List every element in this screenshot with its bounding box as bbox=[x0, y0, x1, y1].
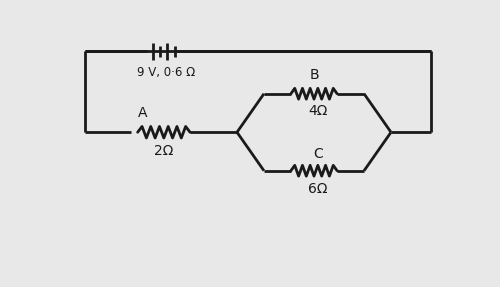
Text: B: B bbox=[309, 68, 319, 82]
Text: A: A bbox=[138, 106, 147, 120]
Text: C: C bbox=[313, 147, 322, 161]
Text: 4Ω: 4Ω bbox=[308, 104, 328, 118]
Text: 6Ω: 6Ω bbox=[308, 181, 328, 195]
Text: 2Ω: 2Ω bbox=[154, 144, 174, 158]
Text: 9 V, 0·6 Ω: 9 V, 0·6 Ω bbox=[136, 66, 195, 79]
